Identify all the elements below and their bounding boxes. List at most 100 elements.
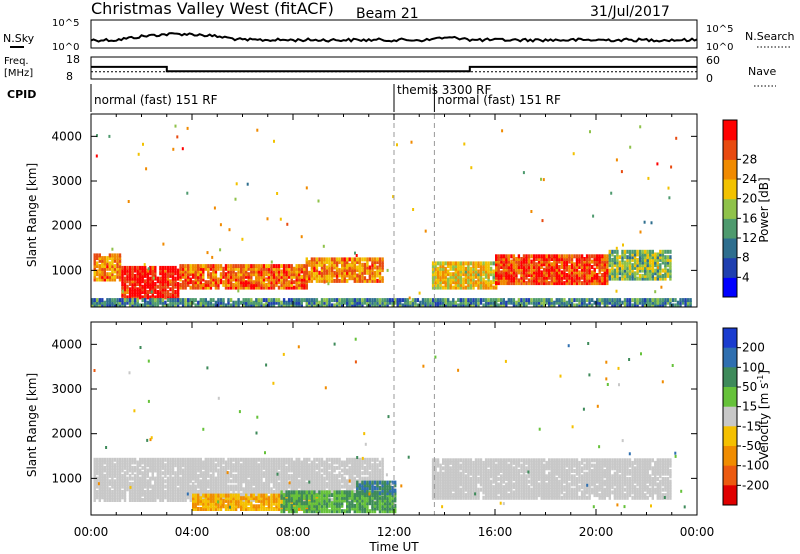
heatmap-cell xyxy=(530,262,533,267)
heatmap-cell xyxy=(558,259,561,264)
heatmap-cell xyxy=(515,270,518,275)
heatmap-cell xyxy=(356,276,359,281)
heatmap-cell xyxy=(136,292,139,297)
heatmap-cell xyxy=(265,285,268,290)
heatmap-cell xyxy=(265,278,268,282)
heatmap-cell xyxy=(293,269,296,274)
heatmap-cell xyxy=(497,298,500,303)
heatmap-cell xyxy=(447,479,450,484)
heatmap-cell xyxy=(333,298,336,303)
heatmap-cell xyxy=(257,285,260,290)
heatmap-cell xyxy=(467,471,470,476)
heatmap-cell xyxy=(661,268,665,273)
heatmap-cell xyxy=(351,468,354,473)
heatmap-cell xyxy=(502,471,505,476)
heatmap-cell xyxy=(187,300,190,305)
heatmap-cell xyxy=(565,257,569,261)
heatmap-cell xyxy=(651,268,654,273)
heatmap-cell xyxy=(222,487,225,492)
heatmap-cell xyxy=(181,473,185,478)
heatmap-cell xyxy=(217,481,220,486)
heatmap-cell xyxy=(265,298,268,303)
heatmap-cell xyxy=(623,260,627,265)
heatmap-cell xyxy=(497,495,500,500)
heatmap-cell xyxy=(154,476,157,481)
heatmap-cell xyxy=(330,457,334,462)
heatmap-cell xyxy=(272,280,276,285)
heatmap-cell xyxy=(351,463,354,468)
heatmap-cell xyxy=(151,300,154,305)
heatmap-cell xyxy=(553,273,556,277)
heatmap-cell xyxy=(151,457,154,462)
heatmap-cell xyxy=(303,471,306,476)
heatmap-cell xyxy=(265,473,268,478)
heatmap-cell xyxy=(245,457,248,462)
heatmap-cell xyxy=(396,303,399,307)
heatmap-cell xyxy=(631,268,634,273)
heatmap-cell xyxy=(217,487,220,492)
heatmap-cell xyxy=(487,300,490,305)
heatmap-cell xyxy=(257,468,260,473)
heatmap-cell xyxy=(353,276,356,281)
heatmap-cell xyxy=(282,300,286,305)
heatmap-cell xyxy=(164,273,167,278)
heatmap-cell xyxy=(320,481,324,486)
heatmap-cell xyxy=(219,266,223,271)
nsearch-label: N.Search xyxy=(745,30,795,43)
heatmap-cell xyxy=(237,460,240,465)
heatmap-cell xyxy=(237,300,240,305)
heatmap-cell xyxy=(429,300,432,305)
heatmap-cell xyxy=(522,273,526,277)
heatmap-cell xyxy=(197,473,200,478)
heatmap-cell xyxy=(545,259,548,264)
heatmap-cell xyxy=(368,257,372,262)
heatmap-cell xyxy=(588,254,591,259)
heatmap-cell xyxy=(469,485,473,490)
heatmap-cell xyxy=(189,484,192,489)
heatmap-cell xyxy=(136,287,139,292)
heatmap-cell xyxy=(467,300,470,305)
heatmap-cell xyxy=(262,303,266,307)
heatmap-cell xyxy=(315,463,319,468)
heatmap-cell xyxy=(146,457,149,462)
heatmap-cell xyxy=(222,490,225,494)
heatmap-cell xyxy=(525,267,528,272)
heatmap-cell xyxy=(515,275,518,280)
heatmap-cell xyxy=(202,266,205,271)
heatmap-cell xyxy=(108,465,112,470)
heatmap-cell xyxy=(669,249,672,254)
heatmap-cell xyxy=(108,266,112,271)
heatmap-cell xyxy=(98,256,101,261)
heatmap-cell xyxy=(560,281,564,286)
heatmap-cell xyxy=(171,465,175,470)
heatmap-cell xyxy=(515,487,518,492)
heatmap-cell xyxy=(250,481,253,486)
heatmap-cell xyxy=(464,274,468,279)
heatmap-cell xyxy=(346,471,349,476)
heatmap-cell xyxy=(598,270,601,275)
heatmap-cell xyxy=(116,479,119,484)
heatmap-cell xyxy=(434,477,437,481)
heatmap-cell xyxy=(522,262,526,267)
heatmap-cell xyxy=(588,270,591,275)
heatmap-cell xyxy=(537,273,541,277)
heatmap-cell xyxy=(275,460,278,465)
heatmap-cell xyxy=(240,300,243,305)
heatmap-cell xyxy=(623,271,627,276)
heatmap-cell xyxy=(300,481,303,486)
heatmap-cell xyxy=(661,255,665,260)
heatmap-cell xyxy=(277,476,281,481)
heatmap-cell xyxy=(154,495,157,500)
heatmap-cell xyxy=(335,276,339,281)
heatmap-cell xyxy=(106,465,109,470)
heatmap-cell xyxy=(255,300,258,305)
heatmap-cell xyxy=(654,257,657,262)
heatmap-cell xyxy=(93,465,96,470)
heatmap-cell xyxy=(181,487,185,492)
heatmap-cell xyxy=(113,495,117,500)
heatmap-cell xyxy=(444,261,447,266)
heatmap-cell xyxy=(146,495,149,500)
heatmap-cell xyxy=(240,277,243,282)
heatmap-cell xyxy=(131,300,134,305)
heatmap-cell xyxy=(192,463,195,468)
